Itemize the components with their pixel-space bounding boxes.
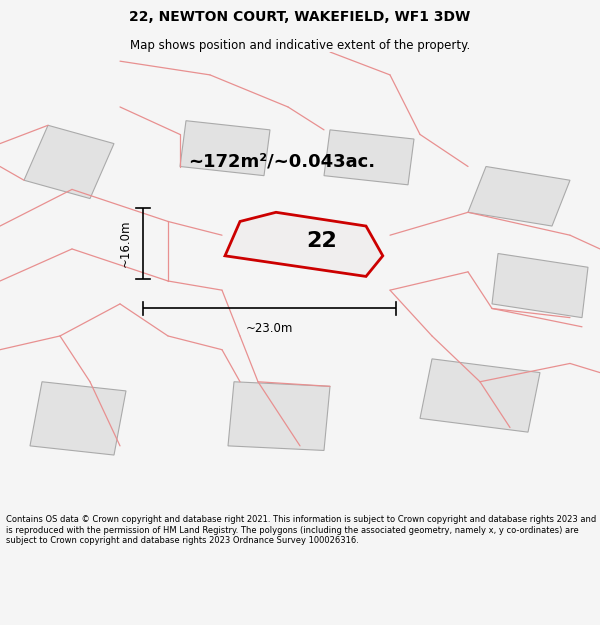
- Polygon shape: [492, 254, 588, 318]
- Text: ~16.0m: ~16.0m: [119, 219, 132, 267]
- Polygon shape: [420, 359, 540, 432]
- Text: Contains OS data © Crown copyright and database right 2021. This information is : Contains OS data © Crown copyright and d…: [6, 515, 596, 545]
- Polygon shape: [225, 213, 383, 276]
- Text: 22, NEWTON COURT, WAKEFIELD, WF1 3DW: 22, NEWTON COURT, WAKEFIELD, WF1 3DW: [130, 11, 470, 24]
- Text: 22: 22: [306, 231, 337, 251]
- Polygon shape: [228, 382, 330, 451]
- Polygon shape: [24, 125, 114, 199]
- Polygon shape: [180, 121, 270, 176]
- Text: ~23.0m: ~23.0m: [246, 322, 293, 335]
- Polygon shape: [30, 382, 126, 455]
- Polygon shape: [468, 166, 570, 226]
- Polygon shape: [324, 130, 414, 185]
- Text: ~172m²/~0.043ac.: ~172m²/~0.043ac.: [188, 153, 376, 171]
- Text: Map shows position and indicative extent of the property.: Map shows position and indicative extent…: [130, 39, 470, 52]
